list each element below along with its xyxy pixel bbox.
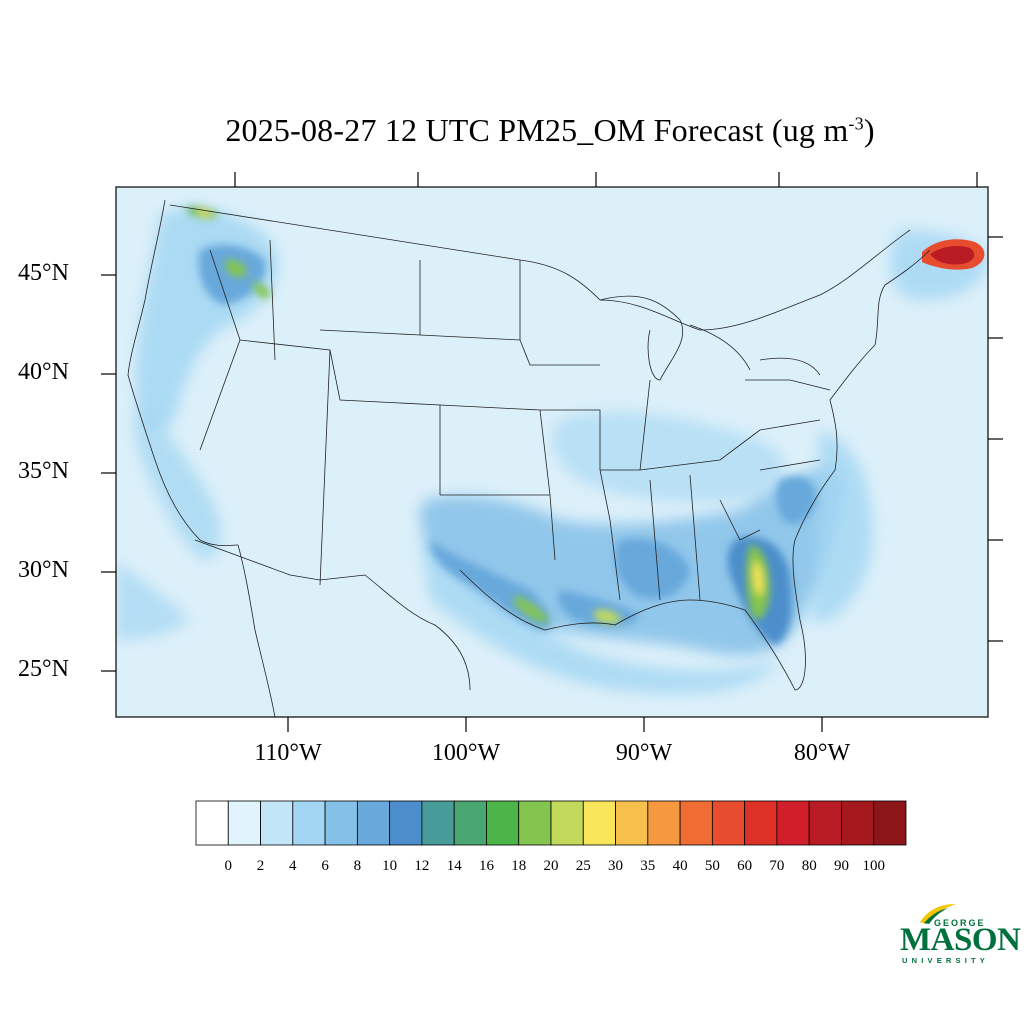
baja-coast bbox=[237, 544, 276, 717]
texas-green-core bbox=[515, 595, 550, 623]
colorbar-swatch bbox=[550, 800, 584, 846]
washington-yellow-core bbox=[195, 209, 213, 216]
louisiana-green-core bbox=[594, 609, 622, 624]
title-close: ) bbox=[863, 112, 875, 148]
oregon-green-core bbox=[225, 259, 247, 278]
map-frame bbox=[115, 186, 989, 718]
frame-ticks bbox=[235, 172, 977, 187]
boundary-lines bbox=[127, 199, 931, 717]
logo-line-university: UNIVERSITY bbox=[902, 956, 990, 965]
colorbar-tick-label: 20 bbox=[543, 858, 559, 874]
colorbar-swatch bbox=[195, 800, 229, 846]
colorbar-swatch bbox=[744, 800, 778, 846]
university-logo: GEORGE MASON UNIVERSITY bbox=[898, 902, 1021, 966]
state-lines-west bbox=[199, 239, 441, 586]
colorbar-swatch bbox=[421, 800, 455, 846]
midwest-haze bbox=[551, 411, 785, 502]
colorbar bbox=[195, 800, 907, 846]
lat-label-25: 25°N bbox=[18, 656, 69, 682]
colorbar-swatch bbox=[486, 800, 520, 846]
logo-line-george: GEORGE bbox=[934, 918, 986, 928]
colorbar-swatch bbox=[260, 800, 294, 846]
florida-yellow-core bbox=[753, 560, 764, 596]
axis-ticks bbox=[101, 172, 1003, 732]
logo-line-mason: MASON bbox=[900, 922, 1021, 958]
lon-label-80w: 80°W bbox=[793, 740, 851, 766]
colorbar-swatch bbox=[292, 800, 326, 846]
colorbar-tick-label: 12 bbox=[414, 858, 430, 874]
gulf-coast bbox=[459, 539, 806, 691]
colorbar-swatch bbox=[453, 800, 487, 846]
map-title: 2025-08-27 12 UTC PM25_OM Forecast (ug m… bbox=[0, 112, 1024, 149]
colorbar-tick-label: 18 bbox=[511, 858, 527, 874]
colorbar-swatch bbox=[582, 800, 616, 846]
colorbar-tick-label: 35 bbox=[640, 858, 656, 874]
west-coast bbox=[127, 199, 239, 546]
colorbar-tick-label: 2 bbox=[256, 858, 265, 874]
colorbar-tick-label: 40 bbox=[672, 858, 688, 874]
colorbar-tick-label: 6 bbox=[321, 858, 329, 874]
concentration-field bbox=[116, 206, 988, 694]
colorbar-tick-label: 50 bbox=[704, 858, 720, 874]
colorbar-swatch bbox=[227, 800, 261, 846]
colorbar-swatch bbox=[679, 800, 713, 846]
colorbar-tick-label: 4 bbox=[289, 858, 297, 874]
state-lines-central bbox=[419, 260, 761, 561]
lon-label-110w: 110°W bbox=[254, 740, 322, 766]
lon-label-100w: 100°W bbox=[431, 740, 501, 766]
colorbar-swatch bbox=[841, 800, 875, 846]
title-text: 2025-08-27 12 UTC PM25_OM Forecast (ug m bbox=[225, 112, 849, 148]
map-panel bbox=[116, 172, 988, 717]
lat-label-45: 45°N bbox=[18, 260, 69, 286]
colorbar-tick-label: 30 bbox=[608, 858, 623, 874]
colorbar-tick-label: 8 bbox=[353, 858, 362, 874]
colorbar-swatch bbox=[711, 800, 746, 846]
colorbar-tick-label: 100 bbox=[862, 858, 885, 874]
colorbar-tick-label: 90 bbox=[834, 858, 849, 874]
colorbar-tick-label: 10 bbox=[382, 858, 398, 874]
idaho-green-core bbox=[252, 282, 271, 299]
colorbar-swatch bbox=[324, 800, 358, 846]
colorbar-tick-label: 70 bbox=[769, 858, 785, 874]
california-plume bbox=[134, 400, 221, 560]
east-coast bbox=[794, 249, 931, 541]
colorbar-swatch bbox=[518, 800, 552, 846]
quebec-hotspot bbox=[922, 239, 985, 270]
colorbar-swatch bbox=[873, 800, 907, 846]
carolina-band bbox=[776, 476, 816, 524]
great-lakes bbox=[599, 295, 821, 381]
colorbar-swatch bbox=[808, 800, 842, 846]
colorbar-swatch bbox=[776, 800, 810, 846]
colorbar-tick-label: 80 bbox=[801, 858, 817, 874]
atlantic-plume bbox=[810, 430, 873, 622]
mexico-border bbox=[194, 539, 471, 691]
colorbar-tick-label: 0 bbox=[224, 858, 233, 874]
colorbar-tick-label: 25 bbox=[575, 858, 591, 874]
colorbar-swatch bbox=[389, 800, 423, 846]
logo-swoosh-icon bbox=[920, 904, 956, 924]
state-lines-east bbox=[599, 379, 831, 601]
canada-border bbox=[169, 204, 911, 331]
mississippi-band bbox=[615, 538, 690, 599]
lon-label-90w: 90°W bbox=[615, 740, 673, 766]
lat-label-30: 30°N bbox=[18, 557, 69, 583]
colorbar-tick-label: 60 bbox=[737, 858, 753, 874]
lat-label-40: 40°N bbox=[18, 359, 69, 385]
pacific-offshore bbox=[116, 560, 190, 640]
colorbar-tick-label: 14 bbox=[446, 858, 462, 874]
colorbar-swatch bbox=[647, 800, 681, 846]
lat-label-35: 35°N bbox=[18, 458, 69, 484]
colorbar-tick-label: 16 bbox=[479, 858, 494, 874]
gulf-plume bbox=[420, 540, 780, 694]
colorbar-swatch bbox=[356, 800, 391, 846]
title-exponent: -3 bbox=[848, 113, 864, 134]
colorbar-swatch bbox=[615, 800, 649, 846]
